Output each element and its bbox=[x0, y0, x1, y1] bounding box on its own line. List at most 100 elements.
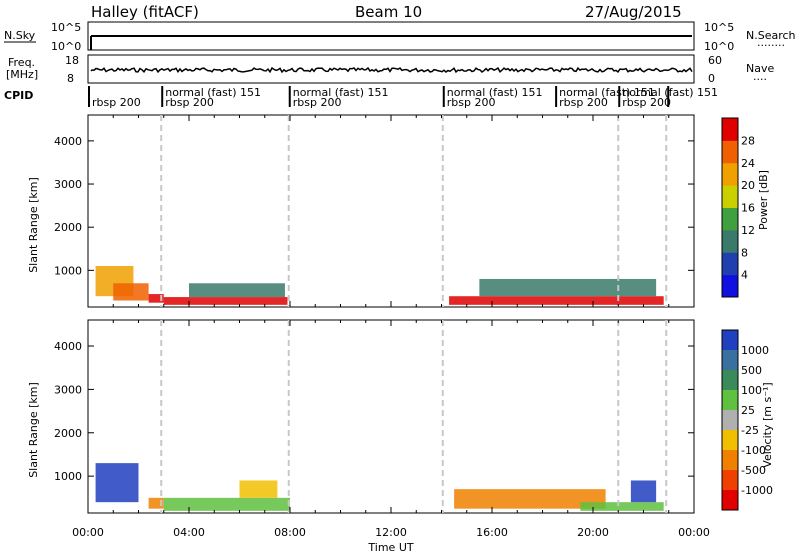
nsearch-label: N.Search bbox=[746, 29, 796, 42]
beam-title: Beam 10 bbox=[355, 3, 422, 21]
nsky-right-tick-bottom: 10^0 bbox=[704, 40, 734, 53]
colorbar-tick-label: 4 bbox=[741, 269, 748, 282]
colorbar-swatch bbox=[722, 140, 738, 164]
scatter-region bbox=[148, 294, 164, 303]
cpid-row2-label: rbsp 200 bbox=[559, 96, 608, 109]
scatter-region bbox=[454, 489, 606, 509]
cpid-row1-label: normal (fast) 151 bbox=[293, 86, 389, 99]
x-tick-label: 16:00 bbox=[476, 526, 508, 539]
x-tick-label: 00:00 bbox=[678, 526, 710, 539]
nsky-label: N.Sky bbox=[4, 29, 36, 42]
nsky-tick-top: 10^5 bbox=[51, 21, 81, 34]
colorbar-swatch bbox=[722, 350, 738, 371]
y-tick-label: 2000 bbox=[54, 427, 82, 440]
cpid-row2-label: rbsp 200 bbox=[293, 96, 342, 109]
colorbar-tick-label: 12 bbox=[741, 224, 755, 237]
x-tick-label: 00:00 bbox=[72, 526, 104, 539]
cpid-row2-label: rbsp 200 bbox=[165, 96, 214, 109]
nsky-tick-bottom: 10^0 bbox=[51, 40, 81, 53]
cpid-row1-label: normal (fast) 151 bbox=[559, 86, 655, 99]
colorbar-swatch bbox=[722, 118, 738, 141]
freq-trace bbox=[90, 66, 693, 74]
colorbar-swatch bbox=[722, 252, 738, 276]
y-tick-label: 1000 bbox=[54, 264, 82, 277]
scatter-region bbox=[630, 480, 657, 503]
cpid-row2-label: rbsp 200 bbox=[92, 96, 141, 109]
y-tick-label: 4000 bbox=[54, 135, 82, 148]
colorbar-tick-label: 8 bbox=[741, 246, 748, 259]
nave-tick-top: 60 bbox=[708, 54, 722, 67]
freq-tick-top: 18 bbox=[65, 54, 79, 67]
cpid-row1-label: normal (fast) 151 bbox=[622, 86, 718, 99]
scatter-region bbox=[479, 278, 657, 297]
scatter-region bbox=[95, 463, 139, 503]
colorbar-swatch bbox=[722, 430, 738, 451]
colorbar-swatch bbox=[722, 390, 738, 411]
colorbar-swatch bbox=[722, 207, 738, 231]
cpid-row2-label: rbsp 200 bbox=[447, 96, 496, 109]
y-tick-label: 4000 bbox=[54, 340, 82, 353]
x-axis-label: Time UT bbox=[367, 541, 413, 554]
scatter-region bbox=[148, 497, 164, 509]
colorbar-tick-label: 25 bbox=[741, 404, 755, 417]
power-ylabel: Slant Range [km] bbox=[27, 177, 40, 273]
colorbar-tick-label: 16 bbox=[741, 202, 755, 215]
freq-tick-bottom: 8 bbox=[67, 72, 74, 85]
date-title: 27/Aug/2015 bbox=[585, 3, 682, 21]
power-colorbar-label: Power [dB] bbox=[757, 170, 770, 230]
nave-dots: .... bbox=[753, 70, 767, 83]
colorbar-tick-label: 24 bbox=[741, 157, 755, 170]
colorbar-tick-label: -500 bbox=[741, 464, 766, 477]
power-panel: 1000 2000 3000 4000 Slant Range [km] 4 8 12 16… bbox=[27, 114, 770, 308]
colorbar-swatch bbox=[722, 490, 738, 511]
nsky-right-tick-top: 10^5 bbox=[704, 21, 734, 34]
freq-label-line2: [MHz] bbox=[6, 68, 38, 81]
scatter-region bbox=[113, 283, 149, 301]
nave-tick-bottom: 0 bbox=[708, 72, 715, 85]
colorbar-tick-label: -25 bbox=[741, 424, 759, 437]
colorbar-frame bbox=[721, 329, 739, 511]
colorbar-tick-label: 1000 bbox=[741, 344, 769, 357]
colorbar-tick-label: 20 bbox=[741, 179, 755, 192]
velocity-panel: 1000 2000 3000 4000 Slant Range [km] 1000 50… bbox=[27, 319, 774, 514]
nave-label: Nave bbox=[746, 62, 774, 75]
colorbar-tick-label: 28 bbox=[741, 134, 755, 147]
scatter-region bbox=[580, 502, 664, 511]
x-tick-label: 08:00 bbox=[274, 526, 306, 539]
colorbar-tick-label: -1000 bbox=[741, 484, 773, 497]
nsearch-dots: ........ bbox=[757, 36, 785, 49]
x-tick-label: 04:00 bbox=[173, 526, 205, 539]
colorbar-tick-label: 100 bbox=[741, 384, 762, 397]
colorbar-swatch bbox=[722, 410, 738, 431]
scatter-region bbox=[163, 297, 288, 305]
nsky-panel: N.Sky 10^5 10^0 10^5 10^0 N.Search .....… bbox=[4, 21, 796, 53]
colorbar-swatch bbox=[722, 274, 738, 298]
colorbar-swatch bbox=[722, 162, 738, 186]
colorbar-swatch bbox=[722, 470, 738, 491]
colorbar-swatch bbox=[722, 370, 738, 391]
colorbar-swatch bbox=[722, 330, 738, 351]
colorbar-swatch bbox=[722, 450, 738, 471]
scatter-region bbox=[163, 497, 290, 511]
cpid-label: CPID bbox=[4, 89, 33, 102]
cpid-row1-label: normal (fast) 151 bbox=[165, 86, 261, 99]
scatter-region bbox=[449, 296, 664, 305]
velocity-colorbar-label: Velocity [m s⁻¹] bbox=[761, 382, 774, 467]
y-tick-label: 1000 bbox=[54, 470, 82, 483]
colorbar-swatch bbox=[722, 185, 738, 208]
colorbar-tick-label: 500 bbox=[741, 364, 762, 377]
freq-label-line1: Freq. bbox=[8, 56, 35, 69]
colorbar-swatch bbox=[722, 229, 738, 253]
cpid-row2-label: rbsp 200 bbox=[622, 96, 671, 109]
velocity-ylabel: Slant Range [km] bbox=[27, 382, 40, 478]
y-tick-label: 3000 bbox=[54, 383, 82, 396]
colorbar-frame bbox=[721, 117, 739, 298]
y-tick-label: 3000 bbox=[54, 178, 82, 191]
colorbar-tick-label: -100 bbox=[741, 444, 766, 457]
scatter-region bbox=[239, 480, 278, 498]
station-title: Halley (fitACF) bbox=[91, 3, 199, 21]
cpid-row1-label: normal (fast) 151 bbox=[447, 86, 543, 99]
freq-panel: Freq. [MHz] 18 8 60 0 Nave .... bbox=[6, 54, 774, 85]
